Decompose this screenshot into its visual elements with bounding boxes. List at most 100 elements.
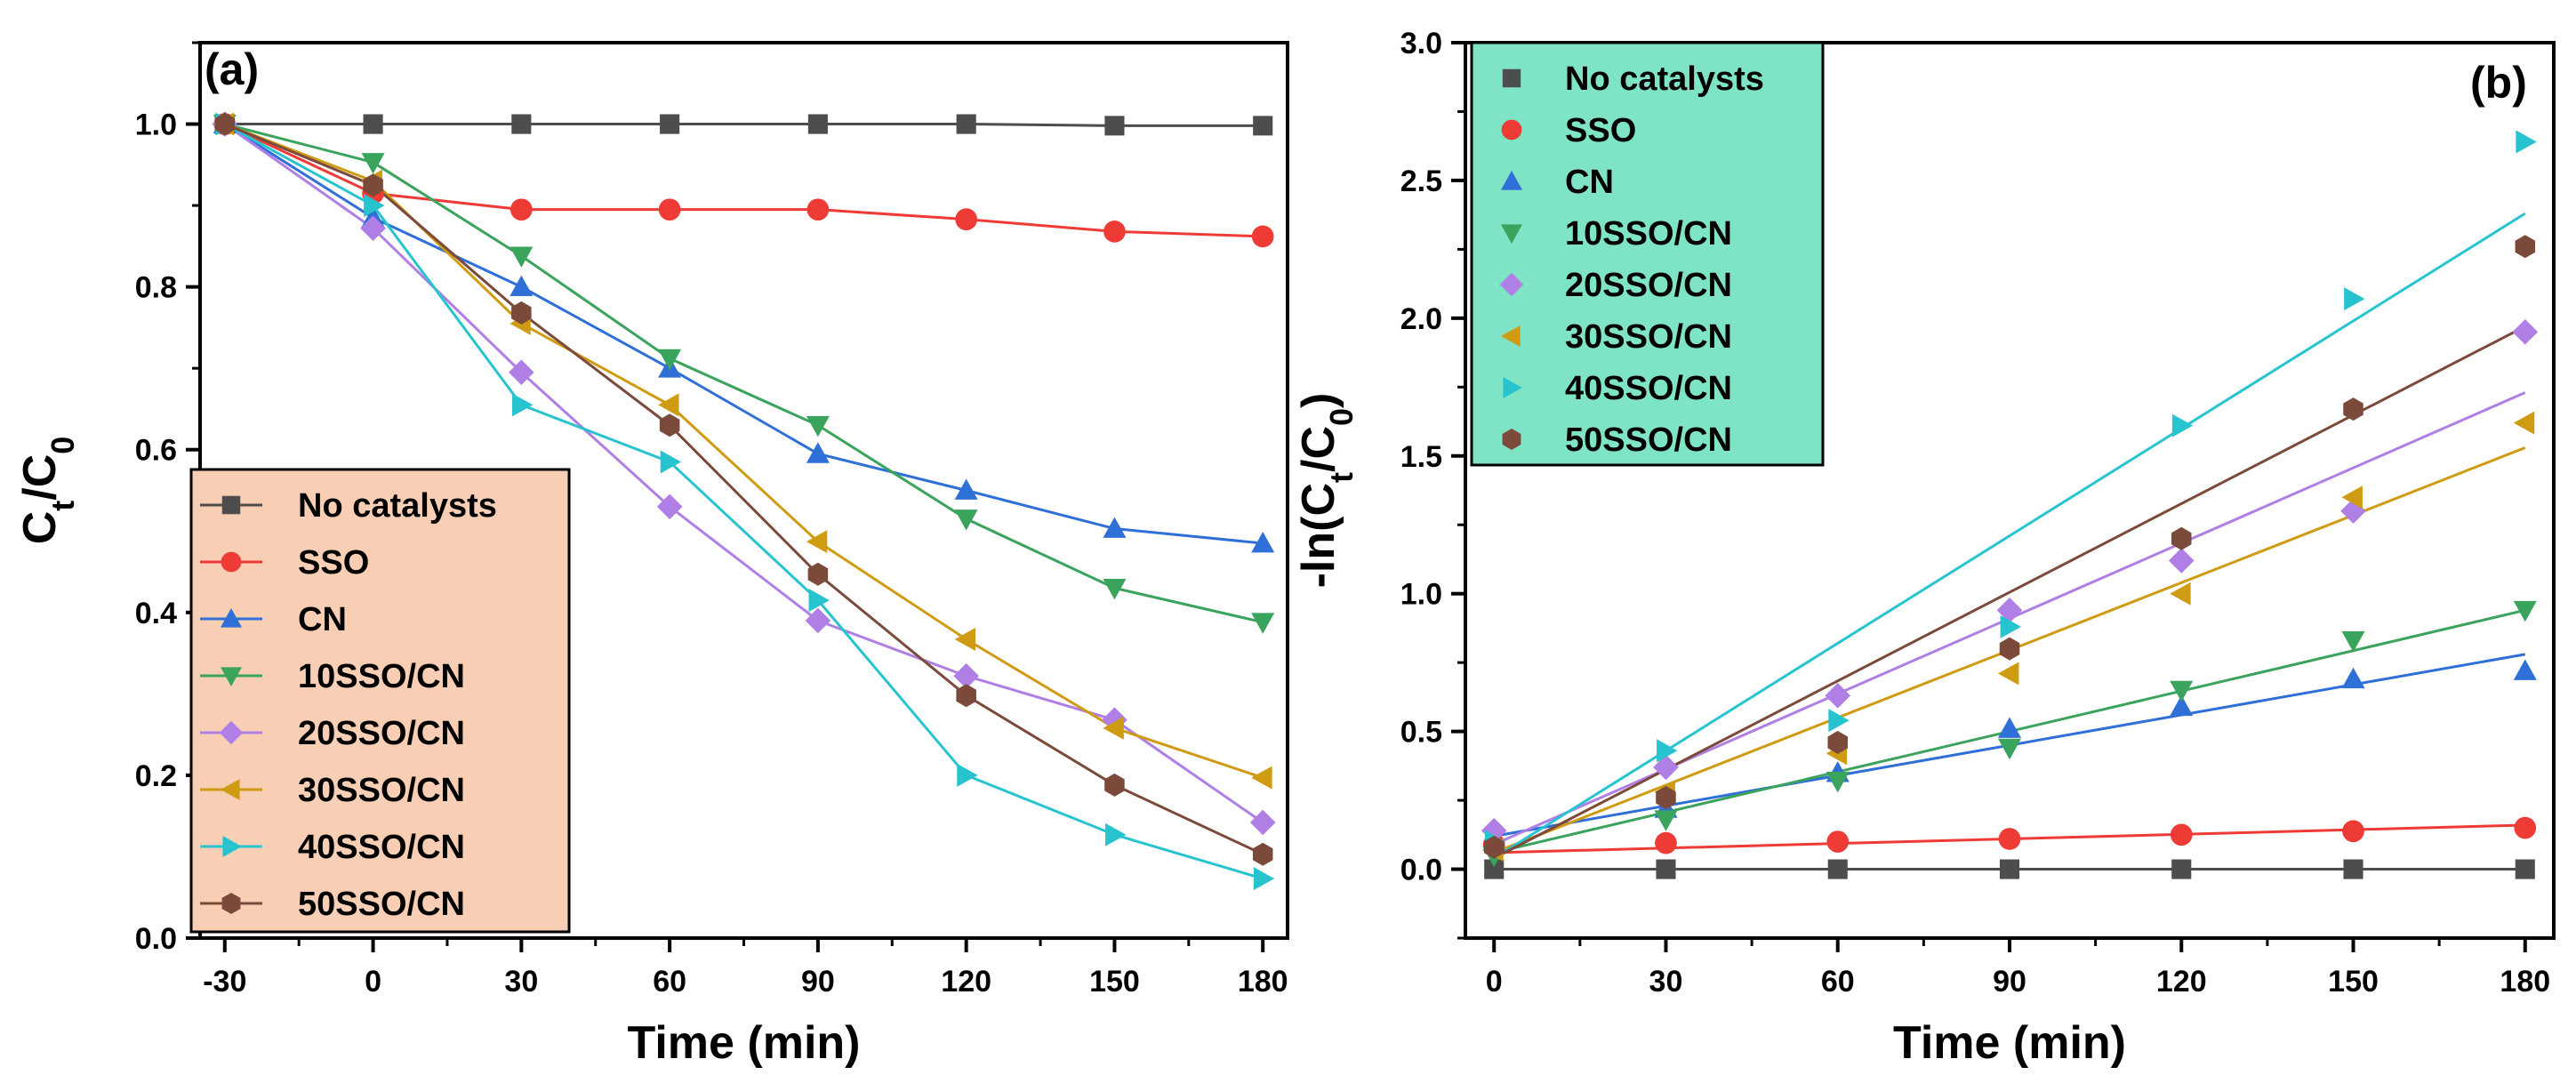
panel-a-series-lines bbox=[223, 123, 1264, 880]
point-sso bbox=[2342, 820, 2364, 843]
point-no-catalysts bbox=[2515, 859, 2535, 879]
x-tick-label: 180 bbox=[2500, 965, 2550, 999]
legend-marker-20sso-cn bbox=[1499, 272, 1524, 297]
point-50sso-cn bbox=[2515, 235, 2536, 259]
point-20sso-cn bbox=[656, 493, 683, 520]
legend-label-cn: CN bbox=[1565, 164, 1614, 201]
series-line-sso bbox=[224, 123, 1264, 238]
point-cn bbox=[2170, 694, 2194, 717]
panel-a-x-axis-title: Time (min) bbox=[628, 1017, 861, 1069]
point-10sso-cn bbox=[2170, 680, 2194, 702]
point-30sso-cn bbox=[2513, 411, 2535, 435]
x-tick-label: 90 bbox=[801, 965, 835, 999]
legend-marker-20sso-cn bbox=[219, 720, 244, 745]
point-sso bbox=[955, 208, 978, 231]
point-10sso-cn bbox=[2513, 600, 2537, 622]
y-tick-label: 1.5 bbox=[1400, 440, 1442, 474]
point-50sso-cn bbox=[807, 562, 829, 586]
point-no-catalysts bbox=[2343, 859, 2363, 879]
point-no-catalysts bbox=[1999, 859, 2020, 879]
y-tick-label: 0.0 bbox=[1400, 854, 1442, 887]
legend-marker-no-catalysts bbox=[1502, 68, 1521, 88]
point-40sso-cn bbox=[2344, 287, 2365, 311]
point-sso bbox=[1103, 221, 1126, 243]
point-10sso-cn bbox=[1103, 578, 1127, 600]
point-10sso-cn bbox=[658, 349, 682, 371]
x-tick-label: 0 bbox=[1486, 965, 1503, 999]
point-sso bbox=[1655, 831, 1677, 854]
point-30sso-cn bbox=[1103, 716, 1124, 740]
point-40sso-cn bbox=[1253, 867, 1275, 891]
x-tick-label: 30 bbox=[504, 965, 538, 999]
point-10sso-cn bbox=[1826, 771, 1850, 793]
series-line-no-catalysts bbox=[224, 123, 1264, 127]
x-tick-label: 180 bbox=[1238, 965, 1288, 999]
point-50sso-cn bbox=[2171, 526, 2192, 550]
point-50sso-cn bbox=[1827, 731, 1848, 755]
legend-marker-no-catalysts bbox=[221, 495, 241, 515]
point-50sso-cn bbox=[1483, 835, 1505, 859]
point-no-catalysts bbox=[660, 114, 680, 134]
legend-label-20sso-cn: 20SSO/CN bbox=[298, 715, 465, 752]
point-40sso-cn bbox=[511, 393, 534, 417]
point-10sso-cn bbox=[1654, 810, 1678, 831]
panel-b: 0 30 60 90 120 150 180 0.0 0.5 1.0 1.5 2.0 2.5 3.0 (b… bbox=[1293, 27, 2556, 1069]
point-10sso-cn bbox=[1998, 738, 2021, 760]
x-tick-label: 120 bbox=[941, 965, 991, 999]
series-line-50sso-cn bbox=[224, 123, 1264, 856]
legend-label-40sso-cn: 40SSO/CN bbox=[1565, 370, 1732, 407]
panel-a: -30 0 30 60 90 120 150 180 0.0 0.2 0.4 0.6 0.8 1.0 (a… bbox=[14, 41, 1289, 1069]
point-30sso-cn bbox=[2341, 485, 2363, 509]
legend-marker-50sso-cn bbox=[1502, 429, 1521, 450]
x-tick-label: 150 bbox=[1089, 965, 1140, 999]
legend-label-50sso-cn: 50SSO/CN bbox=[1565, 421, 1732, 459]
point-cn bbox=[2341, 667, 2365, 689]
point-40sso-cn bbox=[1657, 739, 1678, 763]
panel-a-ticks: -30 0 30 60 90 120 150 180 0.0 0.2 0.4 0.6 0.8 1.0 bbox=[135, 41, 1288, 999]
legend-marker-40sso-cn bbox=[1503, 377, 1522, 398]
point-40sso-cn bbox=[364, 194, 385, 218]
point-no-catalysts bbox=[363, 114, 383, 134]
point-40sso-cn bbox=[2171, 413, 2194, 437]
point-sso bbox=[1998, 828, 2021, 850]
point-30sso-cn bbox=[954, 628, 976, 652]
point-10sso-cn bbox=[1251, 613, 1275, 634]
panel-a-markers bbox=[212, 111, 1276, 891]
panel-a-label: (a) bbox=[205, 44, 259, 94]
x-tick-label: 60 bbox=[1821, 965, 1855, 999]
point-30sso-cn bbox=[1998, 662, 2019, 686]
point-sso bbox=[1251, 225, 1274, 248]
point-no-catalysts bbox=[1656, 859, 1676, 879]
legend-label-sso: SSO bbox=[298, 544, 369, 582]
legend-marker-sso bbox=[221, 551, 242, 573]
legend-label-10sso-cn: 10SSO/CN bbox=[1565, 215, 1732, 253]
series-line-cn bbox=[223, 123, 1264, 545]
point-no-catalysts bbox=[2171, 859, 2192, 879]
y-tick-label: 0.8 bbox=[135, 271, 177, 305]
legend-label-cn: CN bbox=[298, 601, 347, 638]
series-line-10sso-cn bbox=[224, 123, 1264, 624]
legend-box bbox=[189, 468, 571, 934]
point-cn bbox=[2513, 659, 2537, 680]
y-tick-label: 0.6 bbox=[135, 434, 177, 468]
point-cn bbox=[1251, 532, 1275, 553]
point-10sso-cn bbox=[806, 415, 830, 437]
point-20sso-cn bbox=[805, 607, 831, 634]
point-no-catalysts bbox=[1484, 859, 1505, 879]
point-50sso-cn bbox=[1104, 773, 1125, 797]
point-no-catalysts bbox=[1827, 859, 1848, 879]
point-40sso-cn bbox=[957, 763, 978, 787]
point-30sso-cn bbox=[1251, 766, 1272, 790]
point-no-catalysts bbox=[807, 114, 828, 134]
legend-marker-sso bbox=[1501, 119, 1522, 140]
legend-label-40sso-cn: 40SSO/CN bbox=[298, 829, 465, 866]
y-tick-label: 3.0 bbox=[1400, 27, 1442, 60]
point-20sso-cn bbox=[2512, 319, 2539, 345]
legend-marker-30sso-cn bbox=[1501, 325, 1521, 347]
y-tick-label: 0.0 bbox=[135, 922, 177, 956]
point-50sso-cn bbox=[214, 112, 236, 136]
point-cn bbox=[1103, 517, 1127, 538]
legend-marker-10sso-cn bbox=[221, 667, 242, 686]
legend-marker-50sso-cn bbox=[221, 893, 241, 914]
